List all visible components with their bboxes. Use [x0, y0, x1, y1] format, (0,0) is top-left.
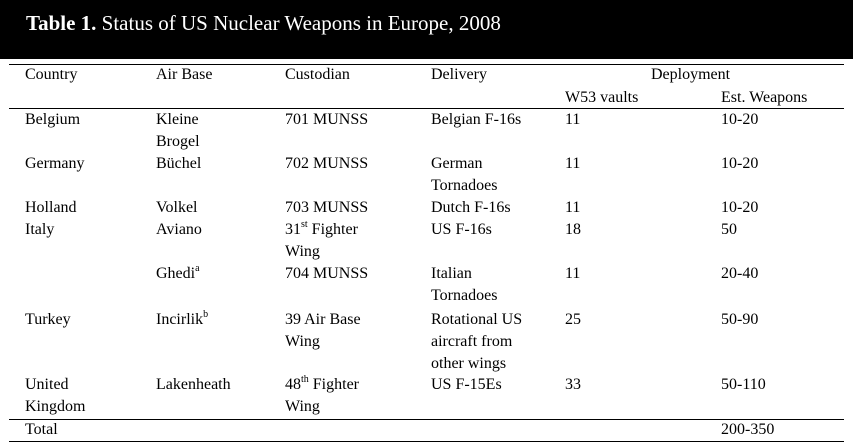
air-base-text: Büchel	[156, 155, 202, 172]
air-base-text: Volkel	[156, 199, 198, 216]
custodian-cell: Wing	[285, 243, 320, 260]
header-air-base: Air Base	[156, 66, 213, 83]
header-delivery: Delivery	[431, 66, 487, 83]
custodian-cell: Wing	[285, 333, 320, 350]
total-weapons: 200-350	[721, 421, 775, 438]
w53-vaults-cell: 11	[565, 265, 581, 282]
footnote-marker: a	[195, 263, 200, 274]
custodian-cell: 39 Air Base	[285, 311, 361, 328]
delivery-cell: Belgian F-16s	[431, 111, 522, 128]
total-label: Total	[25, 421, 58, 438]
footnote-marker: b	[203, 309, 209, 320]
delivery-cell: German	[431, 155, 483, 172]
custodian-cell: 701 MUNSS	[285, 111, 369, 128]
table-title-text: Status of US Nuclear Weapons in Europe, …	[101, 11, 501, 35]
custodian-text: Fighter	[312, 376, 359, 393]
w53-vaults-cell: 11	[565, 111, 581, 128]
air-base-text: Incirlik	[156, 311, 204, 328]
custodian-cell: 704 MUNSS	[285, 265, 369, 282]
w53-vaults-cell: 33	[565, 376, 581, 393]
custodian-number: 31	[285, 221, 301, 238]
est-weapons-cell: 50	[721, 221, 737, 238]
air-base-cell: Ghedia	[156, 263, 200, 285]
custodian-cell: 31st Fighter	[285, 219, 358, 241]
custodian-cell: Wing	[285, 398, 320, 415]
delivery-cell: US F-15Es	[431, 376, 502, 393]
top-rule	[9, 64, 844, 65]
header-country: Country	[25, 66, 78, 83]
custodian-text: Fighter	[311, 221, 358, 238]
air-base-text: Lakenheath	[156, 376, 231, 393]
air-base-text: Aviano	[156, 221, 202, 238]
air-base-cell: Aviano	[156, 219, 202, 241]
air-base-text: Kleine	[156, 111, 199, 128]
air-base-cell: Volkel	[156, 197, 197, 219]
country-cell: Kingdom	[25, 398, 86, 415]
header-w53-vaults: W53 vaults	[565, 89, 639, 106]
custodian-number: 48	[285, 376, 301, 393]
ordinal-suffix: th	[301, 374, 309, 385]
est-weapons-cell: 50-90	[721, 311, 759, 328]
header-deployment: Deployment	[651, 66, 731, 83]
est-weapons-cell: 10-20	[721, 155, 759, 172]
delivery-cell: US F-16s	[431, 221, 492, 238]
air-base-cell: Brogel	[156, 131, 200, 153]
country-cell: Italy	[25, 221, 55, 238]
delivery-cell: aircraft from	[431, 333, 513, 350]
air-base-text: Ghedi	[156, 265, 196, 282]
delivery-cell: Rotational US	[431, 311, 523, 328]
w53-vaults-cell: 11	[565, 199, 581, 216]
country-cell: United	[25, 376, 69, 393]
delivery-cell: Dutch F-16s	[431, 199, 511, 216]
table-title: Table 1. Status of US Nuclear Weapons in…	[26, 11, 501, 36]
air-base-cell: Lakenheath	[156, 374, 231, 396]
country-cell: Holland	[25, 199, 77, 216]
header-custodian: Custodian	[285, 66, 350, 83]
custodian-cell: 703 MUNSS	[285, 199, 369, 216]
w53-vaults-cell: 18	[565, 221, 581, 238]
delivery-cell: Tornadoes	[431, 287, 498, 304]
delivery-cell: Tornadoes	[431, 177, 498, 194]
delivery-cell: other wings	[431, 355, 507, 372]
est-weapons-cell: 20-40	[721, 265, 759, 282]
air-base-cell: Büchel	[156, 153, 201, 175]
country-cell: Turkey	[25, 311, 71, 328]
country-cell: Belgium	[25, 111, 81, 128]
w53-vaults-cell: 11	[565, 155, 581, 172]
header-est-weapons: Est. Weapons	[721, 89, 808, 106]
ordinal-suffix: st	[301, 219, 308, 230]
est-weapons-cell: 10-20	[721, 111, 759, 128]
est-weapons-cell: 10-20	[721, 199, 759, 216]
w53-vaults-cell: 25	[565, 311, 581, 328]
header-rule	[9, 108, 844, 109]
table-title-bar: Table 1. Status of US Nuclear Weapons in…	[0, 0, 853, 59]
delivery-cell: Italian	[431, 265, 472, 282]
total-top-rule	[9, 419, 844, 420]
table-title-label: Table 1.	[26, 11, 97, 35]
custodian-cell: 48th Fighter	[285, 374, 359, 396]
bottom-rule	[9, 441, 844, 442]
est-weapons-cell: 50-110	[721, 376, 766, 393]
custodian-cell: 702 MUNSS	[285, 155, 369, 172]
country-cell: Germany	[25, 155, 85, 172]
air-base-text: Brogel	[156, 133, 200, 150]
air-base-cell: Incirlikb	[156, 309, 208, 331]
air-base-cell: Kleine	[156, 109, 199, 131]
